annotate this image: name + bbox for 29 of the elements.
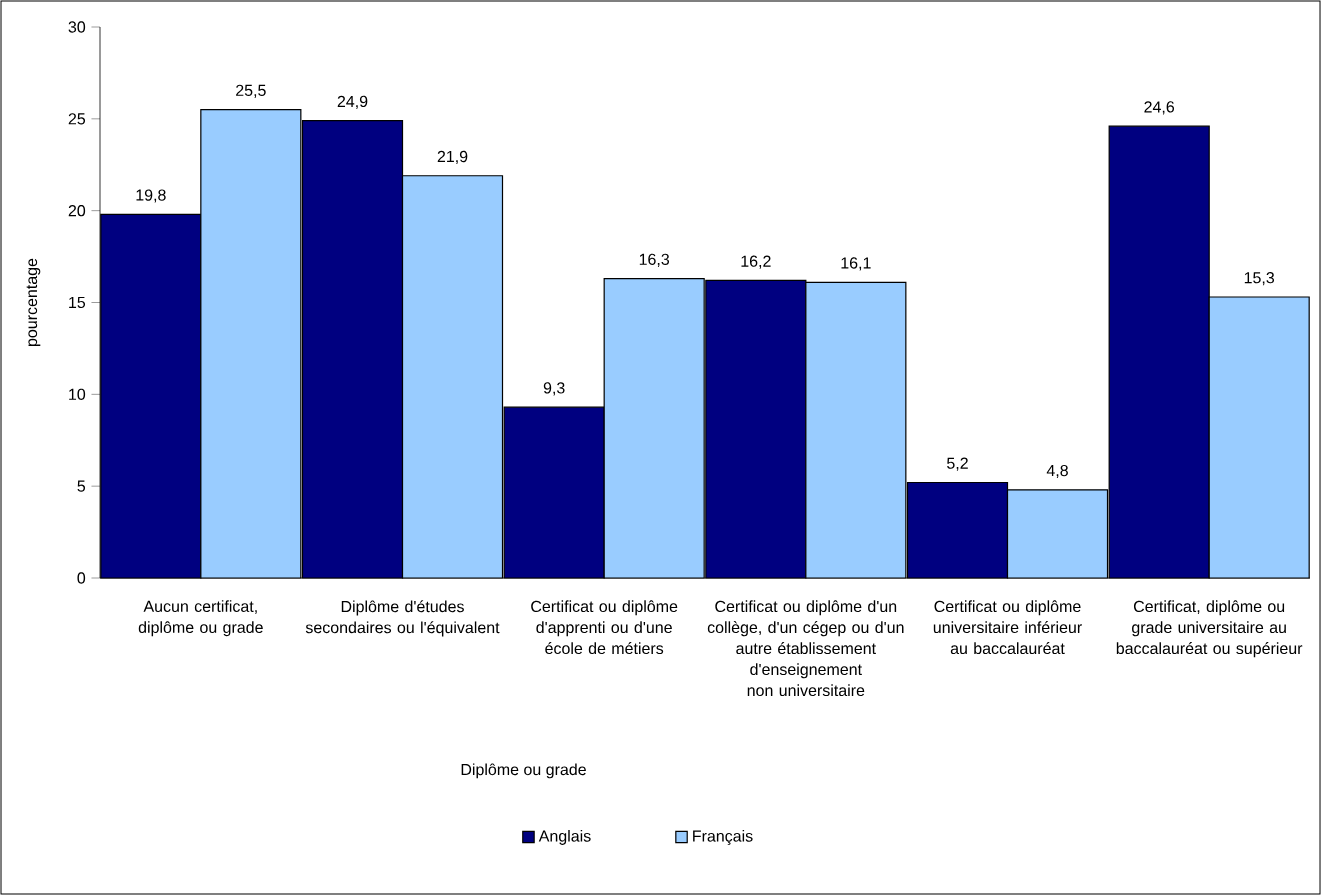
y-tick-label: 15 (69, 296, 86, 309)
data-label: 21,9 (437, 150, 468, 165)
data-label: 25,5 (236, 84, 266, 98)
legend-label: Français (693, 829, 753, 845)
x-tick-label: Certificat ou diplôme d'un collège, d'un cégep ou d'un autre établissement d'enseignement non universitaire (707, 600, 904, 697)
y-tick-label: 10 (69, 388, 86, 400)
data-label: 16,3 (639, 253, 670, 267)
data-label: 9,3 (543, 382, 565, 396)
data-label: 16,2 (741, 255, 771, 269)
x-tick-label: Diplôme d'études secondaires ou l'équivalent (305, 600, 500, 637)
legend-label: Anglais (538, 829, 591, 845)
data-label: 15,3 (1244, 272, 1275, 286)
y-tick-label: 5 (77, 480, 86, 492)
x-tick-label: Certificat, diplôme ou grade universitaire au baccalauréat ou supérieur (1116, 600, 1303, 658)
data-label: 16,1 (841, 257, 871, 271)
y-tick-label: 30 (68, 21, 86, 33)
x-axis-title: Diplôme ou grade (461, 763, 586, 779)
data-label: 24,6 (1144, 101, 1175, 115)
data-label: 4,8 (1046, 464, 1068, 479)
x-tick-label: Certificat ou diplôme d'apprenti ou d'une école de métiers (531, 600, 678, 655)
x-tick-label: Certificat ou diplôme universitaire inférieur au baccalauréat (933, 600, 1082, 655)
data-label: 19,8 (136, 189, 166, 203)
y-tick-label: 25 (68, 113, 86, 125)
y-axis-title: pourcentage (26, 258, 41, 346)
data-label: 5,2 (947, 457, 968, 471)
data-label: 24,9 (337, 95, 368, 109)
y-tick-label: 0 (77, 572, 86, 584)
x-tick-label: Aucun certificat, diplôme ou grade (138, 600, 263, 637)
y-tick-label: 20 (68, 205, 86, 217)
